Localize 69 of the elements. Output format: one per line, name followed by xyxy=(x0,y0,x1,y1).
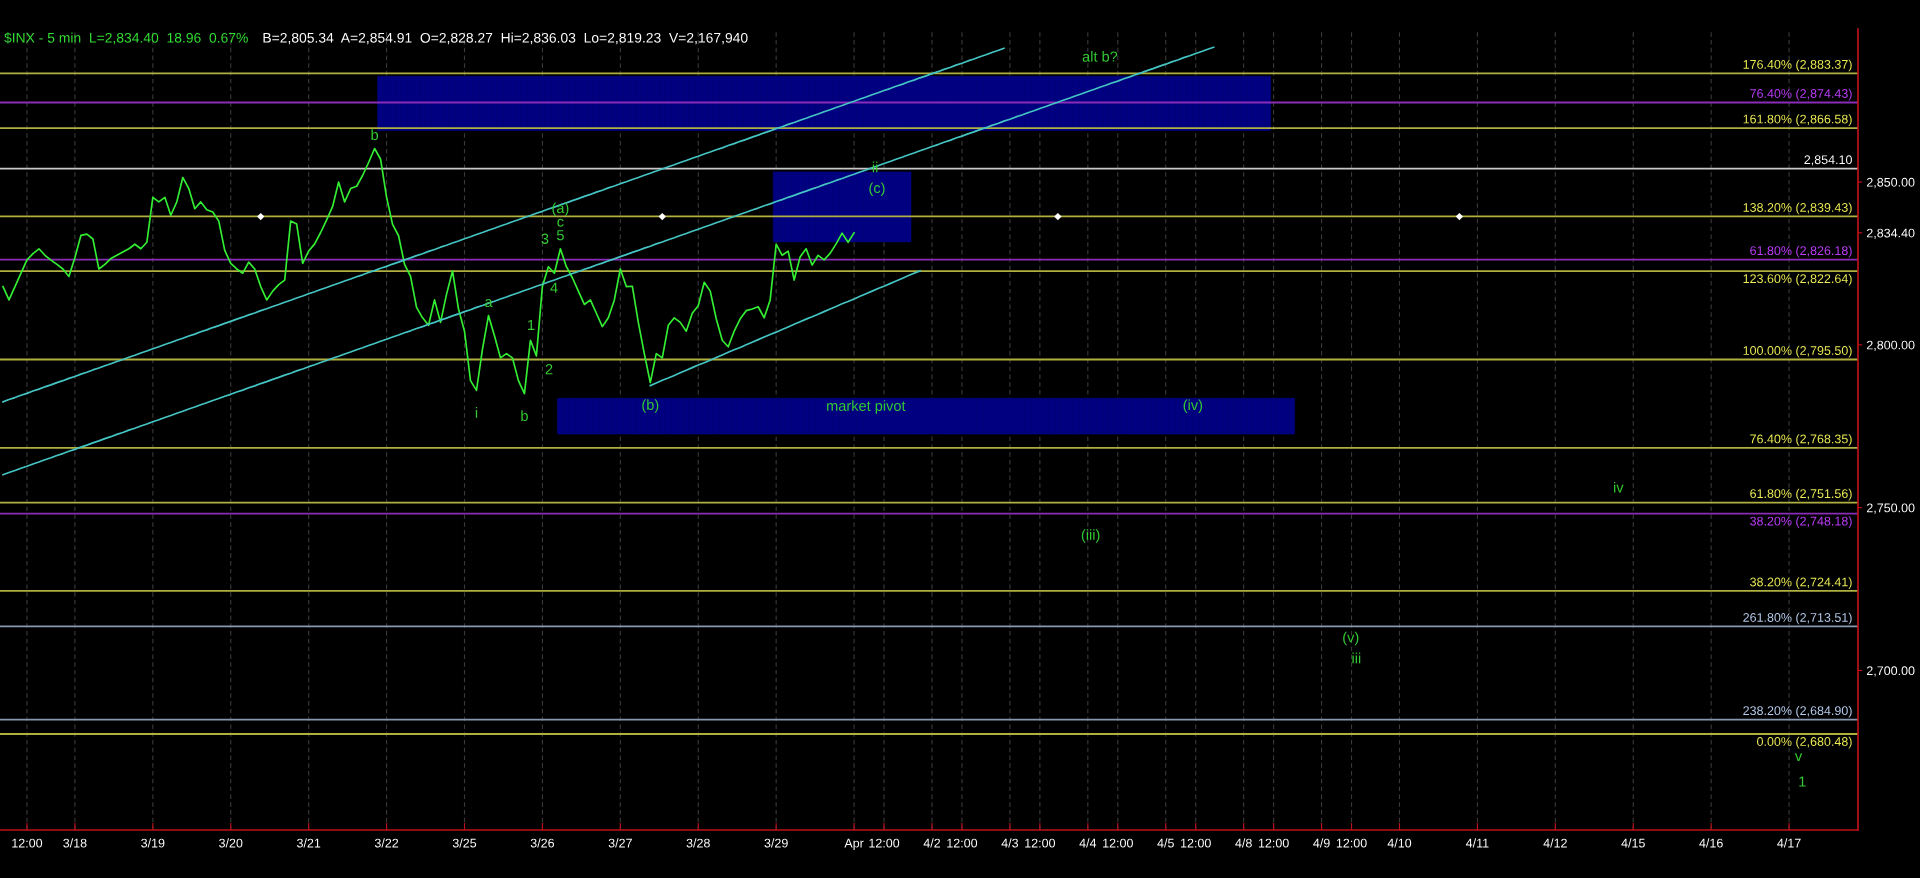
x-tick-label: 4/3 xyxy=(1001,838,1019,848)
x-tick-label: 4/4 xyxy=(1079,838,1097,848)
x-tick-label: 12:00 xyxy=(1258,838,1289,848)
x-tick-label: 12:00 xyxy=(1025,838,1056,848)
x-tick-label: 3/29 xyxy=(764,838,788,848)
x-tick-label: Apr xyxy=(844,838,864,850)
x-tick-label: 4/9 xyxy=(1313,838,1330,848)
y-tick-label: 2,700.00 xyxy=(1866,666,1915,677)
data-label: b xyxy=(521,410,528,422)
x-tick-label: 4/2 xyxy=(923,838,941,848)
x-tick-label: 4/11 xyxy=(1465,838,1489,848)
annotation: 2 xyxy=(545,364,553,375)
ref-line-label: 38.20% (2,724.41) xyxy=(1750,577,1852,589)
x-tick-label: 4/8 xyxy=(1235,838,1252,848)
x-tick-label: 3/20 xyxy=(219,838,243,848)
ref-line-label: 100.00% (2,795.50) xyxy=(1743,345,1852,358)
y-tick-label: 2,750.00 xyxy=(1866,503,1915,514)
annotation: v xyxy=(1794,753,1803,761)
x-tick-label: 12:00 xyxy=(1336,838,1367,848)
ref-line-label: 138.20% (2,839.43) xyxy=(1743,202,1852,215)
data-label: b xyxy=(371,129,379,141)
x-tick-label: 3/19 xyxy=(141,838,165,848)
x-tick-label: 4/15 xyxy=(1621,838,1645,848)
ref-line-label: 238.20% (2,684.90) xyxy=(1743,705,1852,718)
ref-line-label: 161.80% (2,866.58) xyxy=(1743,114,1852,126)
x-tick-label: 4/10 xyxy=(1387,838,1412,848)
data-label: i xyxy=(475,407,478,418)
x-tick-label: 4/17 xyxy=(1777,838,1801,848)
x-tick-label: 4/16 xyxy=(1699,838,1723,848)
annotation: ii xyxy=(872,161,878,173)
x-tick-label: 3/26 xyxy=(530,838,555,848)
annotation: 1 xyxy=(1799,776,1806,787)
chart-title: $INX - 5 min L=2,834.40 18.96 0.67% xyxy=(4,32,248,45)
ref-line-label: 76.40% (2,874.43) xyxy=(1750,88,1852,101)
chart-subtitle: B=2,805.34 A=2,854.91 O=2,828.27 Hi=2,836.03 Lo=2,819.23 V=2,167,940 xyxy=(263,32,748,45)
x-tick-label: 12:00 xyxy=(947,838,978,848)
ref-line-label: 38.20% (2,748.18) xyxy=(1750,516,1852,528)
annotation: (iii) xyxy=(1081,529,1100,543)
x-tick-label: 12:00 xyxy=(1103,838,1133,848)
ref-line-label: 176.40% (2,883.37) xyxy=(1743,59,1852,72)
x-tick-label: 4/12 xyxy=(1543,838,1567,848)
ref-line-label: 76.40% (2,768.35) xyxy=(1750,434,1852,446)
annotation: alt b? xyxy=(1082,51,1118,62)
x-tick-label: 3/28 xyxy=(686,838,710,848)
x-tick-label: 12:00 xyxy=(1181,838,1211,848)
annotation: 3 xyxy=(541,233,549,244)
x-tick-label: 3/18 xyxy=(63,838,87,848)
x-tick-label: 3/22 xyxy=(374,838,399,848)
ref-line-label: 61.80% (2,826.18) xyxy=(1750,245,1852,258)
ref-line-label: 2,854.10 xyxy=(1804,155,1852,166)
x-tick-label: 12:00 xyxy=(869,838,900,848)
y-tick-label: 2,800.00 xyxy=(1866,340,1915,351)
ref-line-label: 61.80% (2,751.56) xyxy=(1750,488,1852,501)
annotation: 4 xyxy=(550,282,558,293)
ref-line-label: 0.00% (2,680.48) xyxy=(1757,736,1852,749)
y-tick-label: 2,834.40 xyxy=(1866,228,1915,239)
x-tick-label: 3/27 xyxy=(608,838,632,848)
x-tick-label: 4/5 xyxy=(1157,838,1174,848)
annotation: iv xyxy=(1614,481,1624,493)
x-tick-label: 3/25 xyxy=(452,838,477,848)
x-tick-label: 12:00 xyxy=(12,838,43,848)
x-tick-label: 3/21 xyxy=(296,838,321,848)
y-tick-label: 2,850.00 xyxy=(1866,177,1915,189)
annotation: 1 xyxy=(528,319,535,330)
ref-line-label: 261.80% (2,713.51) xyxy=(1743,612,1852,625)
data-label: (a) c 5 xyxy=(552,202,569,241)
annotation: (v) xyxy=(1343,631,1359,646)
ref-line-label: 123.60% (2,822.64) xyxy=(1743,273,1852,286)
annotation: iii xyxy=(1352,652,1361,664)
